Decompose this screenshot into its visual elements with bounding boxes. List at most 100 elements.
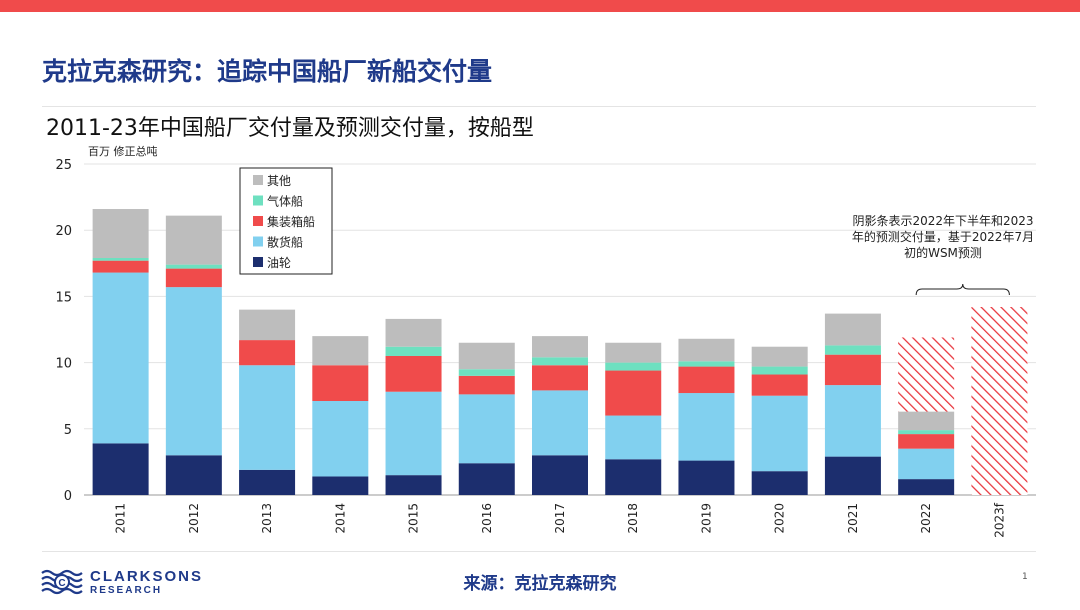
legend-swatch	[253, 195, 263, 206]
x-tick-label: 2022	[919, 503, 933, 534]
title-divider	[42, 106, 1036, 107]
slide-title: 克拉克森研究：追踪中国船厂新船交付量	[42, 57, 493, 86]
y-axis-unit-label: 百万 修正总吨	[88, 145, 158, 158]
bar-segment	[824, 313, 881, 346]
bar-segment	[678, 338, 735, 362]
legend-label: 散货船	[267, 235, 303, 250]
logo-text-research: RESEARCH	[90, 585, 163, 596]
y-tick-label: 5	[64, 423, 72, 438]
bar-segment	[751, 471, 808, 495]
x-tick-label: 2014	[333, 503, 347, 534]
y-tick-label: 20	[55, 224, 72, 239]
bar-segment	[532, 357, 588, 366]
x-tick-label: 2020	[773, 503, 787, 534]
legend-label: 油轮	[267, 256, 291, 270]
bar-segment	[532, 390, 588, 456]
bar-segment	[165, 215, 222, 265]
x-tick-label: 2019	[699, 503, 713, 534]
x-tick-label: 2011	[114, 503, 128, 534]
bar-segment	[898, 434, 955, 449]
bar-segment	[458, 342, 515, 370]
y-tick-label: 25	[55, 158, 72, 173]
page-number: 1	[1022, 572, 1028, 582]
bar-segment	[165, 268, 222, 288]
forecast-bracket	[915, 283, 1010, 296]
bar-segment	[458, 394, 515, 464]
bar-segment	[824, 354, 881, 386]
bar-segment	[532, 455, 588, 495]
y-tick-label: 10	[55, 357, 72, 372]
legend-swatch	[253, 175, 263, 185]
bar-segment	[605, 362, 662, 371]
legend-label: 其他	[267, 174, 291, 188]
bar-segment	[751, 346, 808, 367]
bar-segment	[678, 361, 735, 367]
bar-segment	[605, 415, 662, 460]
bar-segment	[385, 318, 442, 347]
forecast-bar	[898, 337, 955, 412]
bar-group	[92, 209, 1028, 495]
bar-segment	[312, 476, 369, 495]
legend-swatch	[253, 257, 263, 267]
bar-segment	[458, 375, 515, 395]
bar-segment	[678, 393, 735, 461]
svg-text:C: C	[58, 578, 65, 589]
x-tick-label: 2012	[187, 503, 201, 534]
footer-divider	[42, 551, 1036, 552]
bar-segment	[898, 479, 955, 495]
bar-segment	[92, 209, 149, 259]
bar-segment	[165, 455, 222, 495]
top-accent-bar	[0, 0, 1080, 12]
x-tick-label: 2023f	[992, 502, 1006, 538]
y-tick-label: 0	[64, 489, 72, 504]
legend-swatch	[253, 216, 263, 226]
bar-segment	[92, 258, 149, 261]
clarksons-logo: C CLARKSONS RESEARCH	[40, 567, 212, 599]
bar-segment	[824, 385, 881, 457]
bar-segment	[385, 391, 442, 476]
bar-segment	[239, 309, 296, 341]
bar-segment	[751, 366, 808, 375]
bar-segment	[385, 346, 442, 356]
bar-segment	[824, 456, 881, 495]
bar-segment	[92, 272, 149, 444]
legend-swatch	[253, 236, 263, 247]
bar-segment	[605, 370, 662, 416]
bar-segment	[312, 336, 369, 366]
x-tick-label: 2015	[407, 503, 421, 534]
bar-segment	[239, 469, 296, 495]
bar-segment	[898, 448, 955, 480]
bar-segment	[458, 463, 515, 495]
bar-segment	[678, 366, 735, 394]
forecast-annotation: 阴影条表示2022年下半年和2023年的预测交付量，基于2022年7月初的WSM…	[851, 214, 1035, 260]
bar-segment	[92, 443, 149, 495]
y-axis-ticks: 0 5 10 15 20 25	[55, 158, 72, 504]
bar-segment	[532, 365, 588, 391]
x-tick-label: 2016	[480, 503, 494, 534]
bar-segment	[385, 355, 442, 392]
bar-segment	[751, 374, 808, 396]
bar-segment	[458, 369, 515, 376]
bar-segment	[312, 365, 369, 401]
bar-segment	[165, 264, 222, 269]
y-tick-label: 15	[55, 290, 72, 305]
x-tick-label: 2018	[626, 503, 640, 534]
bar-segment	[532, 336, 588, 358]
bar-segment	[312, 400, 369, 477]
source-note: 来源：克拉克森研究	[463, 574, 617, 594]
bar-segment	[678, 460, 735, 495]
bar-segment	[898, 411, 955, 431]
x-tick-label: 2017	[553, 503, 567, 534]
chart-title: 2011-23年中国船厂交付量及预测交付量，按船型	[46, 116, 534, 141]
x-tick-label: 2021	[846, 503, 860, 534]
bar-segment	[165, 287, 222, 456]
bar-segment	[92, 260, 149, 273]
x-tick-label: 2013	[260, 503, 274, 534]
bar-segment	[824, 345, 881, 355]
clarksons-logo-icon: C	[41, 569, 83, 595]
bar-segment	[239, 365, 296, 470]
legend-label: 气体船	[267, 194, 303, 209]
forecast-bar	[971, 306, 1028, 495]
bar-segment	[605, 342, 662, 363]
